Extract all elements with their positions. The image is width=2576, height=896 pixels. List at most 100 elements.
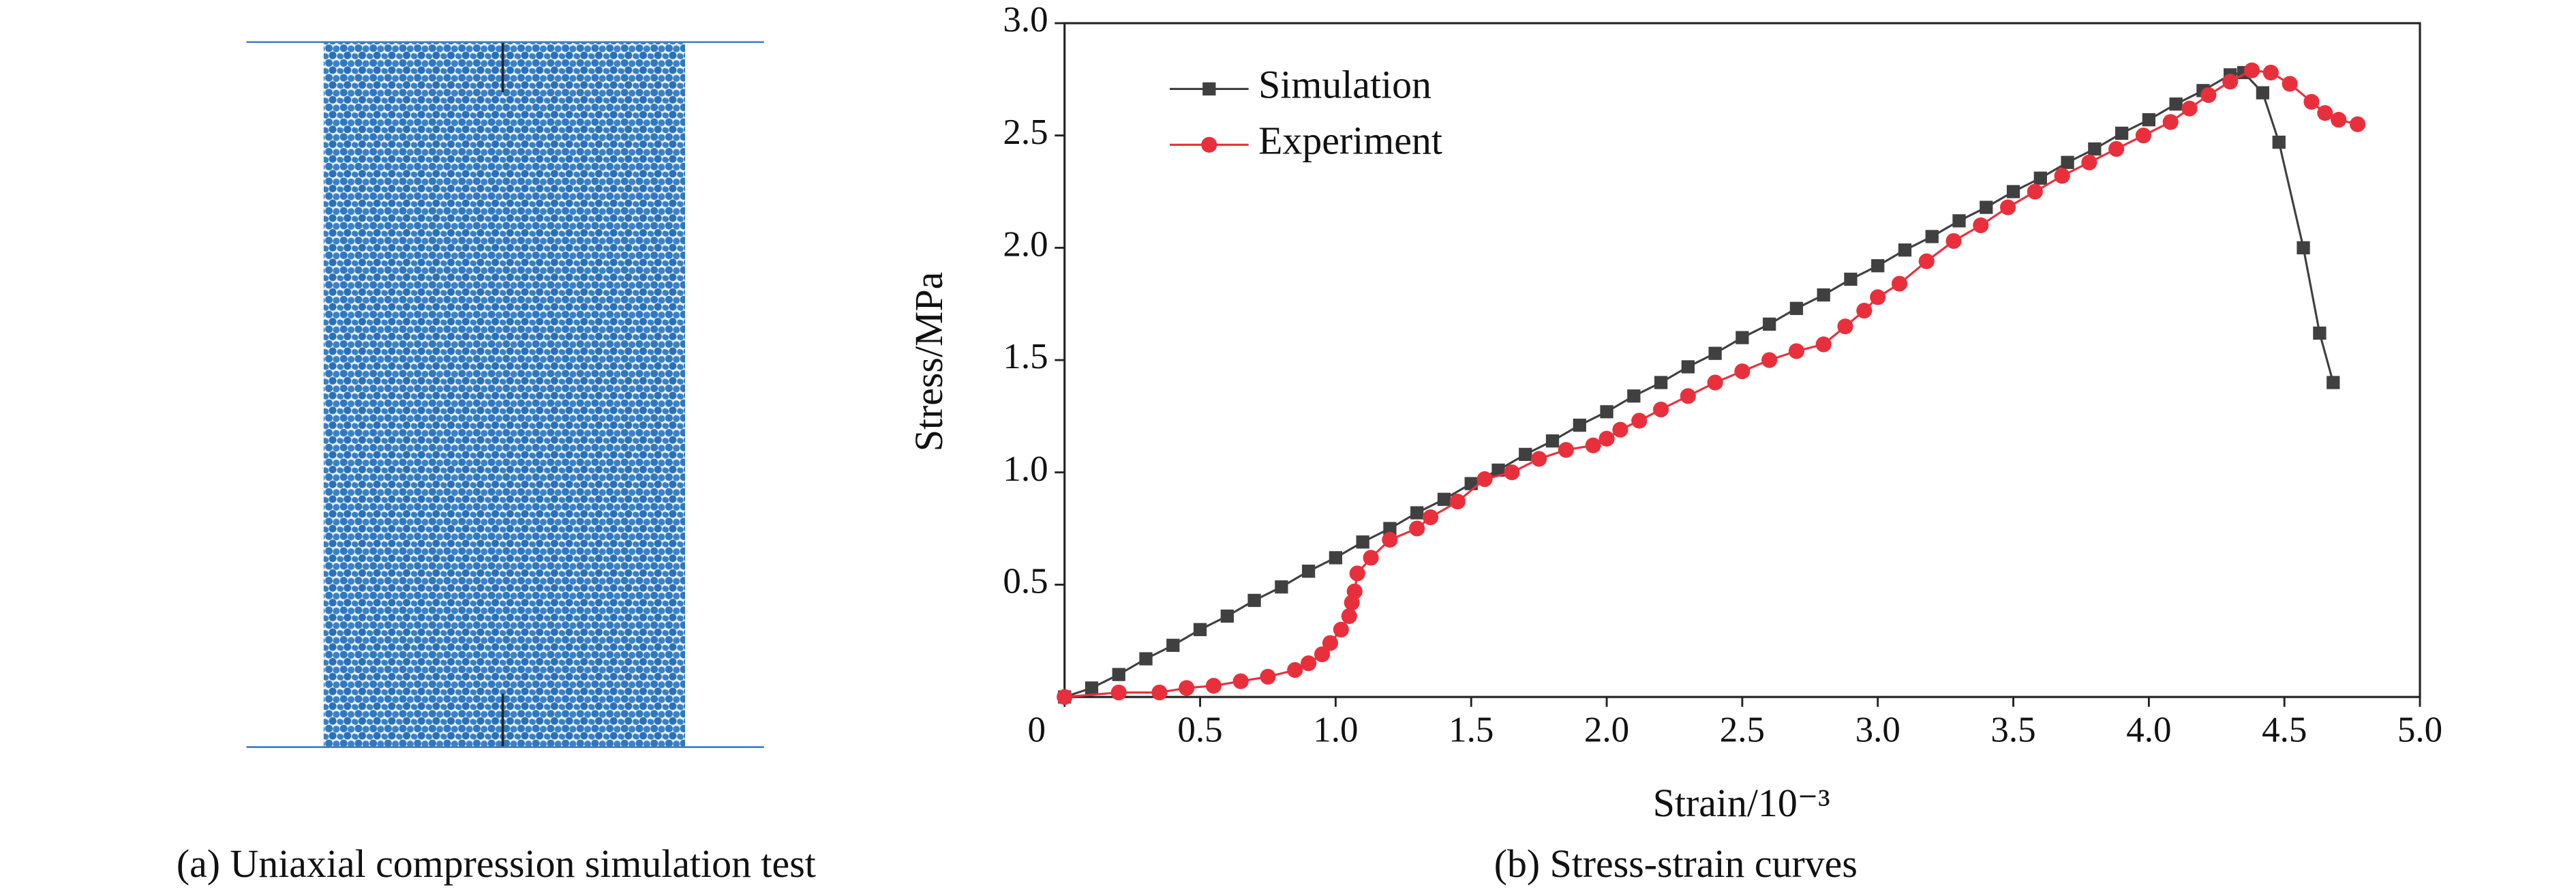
marker [2135,128,2151,144]
marker [1247,593,1261,608]
marker [1179,680,1195,696]
x-tick-label: 0 [1028,710,1046,749]
marker [2169,97,2183,111]
marker [2081,154,2097,170]
marker [1708,346,1722,360]
marker [1464,477,1478,490]
marker [1383,522,1397,535]
marker [1763,317,1776,331]
marker [1612,421,1628,438]
marker [2317,105,2333,121]
marker [1449,494,1466,510]
marker [1627,389,1641,403]
marker [1275,580,1288,594]
marker [1598,430,1615,447]
marker [1545,434,1560,448]
y-tick-label: 0.5 [1003,562,1048,601]
marker [1870,289,1886,305]
marker [1653,401,1669,418]
marker [1356,535,1369,549]
marker [1260,668,1276,685]
marker [2054,168,2070,184]
specimen [246,41,764,748]
marker [2327,376,2340,389]
marker [1410,506,1424,520]
marker [2162,114,2179,130]
marker [2027,183,2043,200]
marker [1945,233,1962,250]
marker [1205,678,1222,694]
marker [2272,135,2286,149]
marker [2200,87,2217,103]
marker [1817,288,1830,302]
marker [1409,520,1425,537]
legend-label: Simulation [1258,63,1431,107]
caption: (b) Stress-strain curves [1494,841,1858,886]
marker [1085,681,1099,695]
marker [1220,609,1234,623]
y-tick-label: 1.0 [1003,449,1048,489]
x-tick-label: 0.5 [1177,710,1222,749]
marker [1329,551,1343,565]
marker [1558,442,1574,458]
legend-label: Experiment [1258,119,1442,163]
marker [1423,509,1439,526]
marker [1898,243,1912,257]
marker [1202,82,1216,96]
marker [1871,259,1885,273]
marker [1139,652,1153,666]
marker [1437,492,1451,506]
marker [1301,655,1317,672]
marker [1287,662,1303,678]
x-tick-label: 5.0 [2397,710,2442,749]
marker [1925,230,1939,243]
marker [1680,388,1696,404]
marker [1837,318,1853,335]
marker [1681,360,1695,374]
particle-sample [323,42,686,747]
y-tick-label: 3.0 [1003,0,1048,40]
marker [1891,275,1908,292]
y-tick-label: 1.5 [1003,337,1048,376]
marker [2006,185,2020,198]
marker [1363,550,1379,566]
marker [2313,326,2327,340]
marker [2297,241,2310,255]
y-axis-label: Stress/MPa [907,272,951,451]
marker [2256,86,2270,100]
marker [1952,214,1966,228]
marker [1314,646,1331,663]
marker [1734,363,1751,380]
marker [2088,142,2102,156]
marker [2282,76,2298,92]
x-tick-label: 1.0 [1313,710,1358,749]
marker [1491,463,1505,477]
x-tick-label: 1.5 [1449,710,1494,749]
marker [1112,668,1125,681]
marker [1654,376,1668,389]
x-tick-label: 3.5 [1990,710,2035,749]
marker [2243,62,2260,78]
marker [1301,565,1316,578]
marker [1193,623,1207,636]
marker [2222,74,2239,90]
marker [1844,272,1858,286]
marker [2115,126,2129,140]
marker [1815,336,1832,353]
marker [1973,217,1989,234]
marker [1531,451,1547,467]
marker [2350,116,2366,132]
marker [2061,155,2074,169]
marker [2303,93,2320,110]
y-tick-label: 2.5 [1003,113,1048,152]
marker [1151,684,1168,701]
marker [2262,64,2279,81]
marker [1761,352,1778,368]
marker [1322,635,1339,651]
marker [1232,673,1249,689]
marker [1382,531,1398,548]
x-tick-label: 3.0 [1855,710,1900,749]
marker [1349,565,1365,582]
marker [1519,447,1532,462]
